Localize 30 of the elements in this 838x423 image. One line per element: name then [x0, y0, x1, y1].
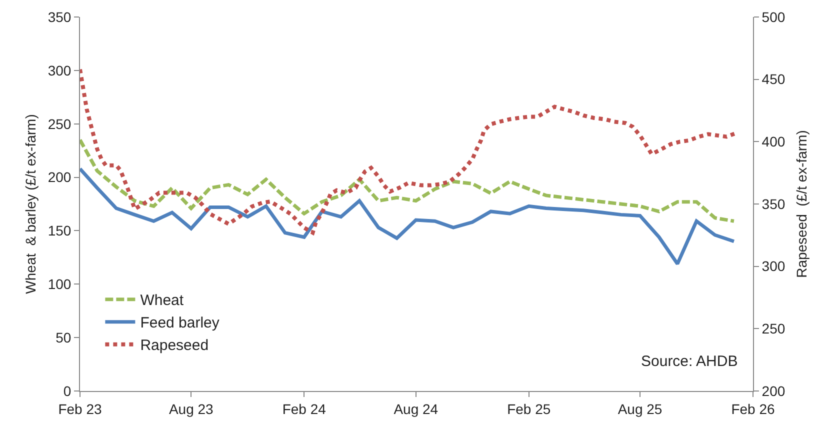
y2-tick-label: 350 [762, 196, 786, 212]
y-tick-label: 0 [63, 382, 72, 399]
y2-tick-label: 300 [762, 258, 786, 274]
x-tick-label: Aug 25 [618, 400, 662, 417]
annotation: Source: AHDB [641, 353, 738, 370]
line-series [80, 166, 736, 266]
x-tick-label: Aug 24 [394, 400, 438, 417]
line-series [80, 138, 736, 223]
legend-label: Feed barley [140, 314, 220, 332]
y2-tick-label: 400 [762, 134, 786, 150]
y2-tick-label: 250 [762, 320, 786, 337]
y-axis-title: Wheat & barley (£/t ex-farm) [22, 114, 38, 294]
legend-label: Wheat [140, 292, 184, 310]
y2-tick-label: 200 [762, 382, 786, 399]
y2-axis-title: Rapeseed (£/t ex-farm) [794, 130, 810, 278]
y-tick-label: 150 [48, 222, 72, 239]
y2-tick-label: 500 [762, 8, 786, 25]
y-tick-label: 100 [48, 276, 72, 292]
y-tick-label: 200 [48, 169, 72, 186]
x-tick-label: Feb 25 [507, 400, 551, 417]
x-tick-label: Feb 26 [731, 400, 776, 417]
x-tick-label: Aug 23 [168, 400, 214, 417]
y2-tick-label: 450 [762, 71, 786, 88]
y-tick-label: 50 [56, 329, 72, 346]
y-tick-label: 250 [48, 116, 72, 132]
legend-label: Rapeseed [140, 337, 209, 354]
x-tick-label: Feb 24 [282, 400, 326, 417]
y-tick-label: 300 [48, 62, 72, 78]
x-tick-label: Feb 23 [58, 400, 102, 417]
y-tick-label: 350 [48, 8, 72, 25]
